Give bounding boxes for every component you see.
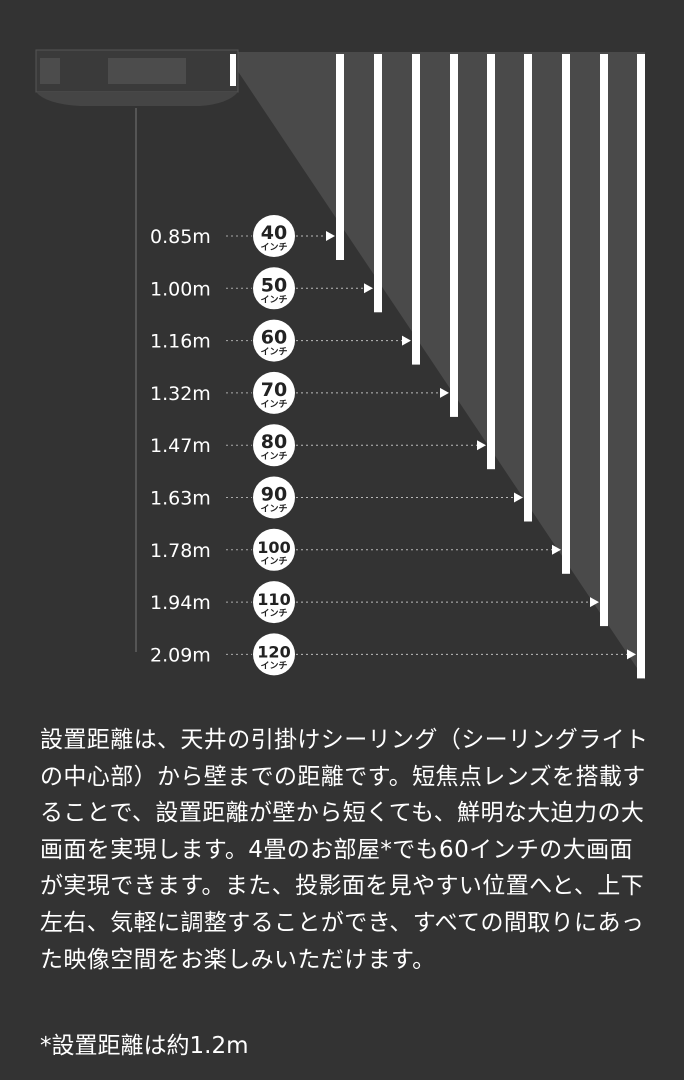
size-badge: [253, 581, 295, 624]
distance-label: 0.85m: [150, 226, 211, 248]
arrow-head: [440, 387, 449, 398]
screen-bar: [524, 54, 532, 522]
size-badge: [253, 267, 295, 310]
size-badge: [253, 528, 295, 571]
screen-bar: [450, 54, 458, 417]
arrow-head: [326, 231, 335, 241]
projection-beam: [225, 52, 645, 680]
size-badge: [253, 319, 295, 362]
size-badge: [253, 633, 295, 676]
footnote-text: *設置距離は約1.2m: [40, 1033, 249, 1059]
size-number: 100: [257, 538, 290, 557]
distance-label: 1.63m: [150, 488, 211, 510]
arrow-head: [364, 283, 373, 294]
size-badge: [253, 371, 295, 414]
description-text: 設置距離は、天井の引掛けシーリング（シーリングライトの中心部）から壁までの距離で…: [40, 727, 649, 973]
distance-label: 1.00m: [150, 278, 211, 300]
size-number: 70: [261, 379, 287, 401]
size-number: 90: [261, 484, 287, 506]
distance-label: 1.32m: [150, 383, 211, 405]
arrow-head: [477, 440, 486, 451]
screen-bars: [336, 54, 645, 679]
distance-label: 2.09m: [150, 644, 211, 666]
distance-label: 1.47m: [150, 435, 211, 457]
size-badge: [253, 215, 295, 257]
arrow-head: [552, 544, 561, 555]
size-unit: インチ: [260, 451, 287, 462]
screen-bar: [374, 54, 382, 313]
size-unit: インチ: [260, 242, 287, 253]
screen-bar: [600, 54, 608, 627]
size-badge: [253, 476, 295, 519]
arrow-head: [514, 492, 523, 503]
size-number: 50: [261, 274, 287, 296]
distance-label: 1.94m: [150, 592, 211, 614]
size-number: 80: [261, 431, 287, 453]
size-badge: [253, 424, 295, 467]
screen-bar: [562, 54, 570, 574]
size-unit: インチ: [260, 294, 287, 305]
size-number: 40: [261, 222, 287, 244]
size-unit: インチ: [260, 399, 287, 410]
screen-bar: [487, 54, 495, 470]
distance-label: 1.16m: [150, 331, 211, 353]
screen-bar: [412, 54, 420, 365]
arrow-head: [590, 597, 599, 608]
arrow-head: [402, 335, 411, 346]
size-unit: インチ: [260, 347, 287, 358]
size-number: 60: [261, 327, 287, 349]
size-number: 120: [257, 642, 290, 661]
arrow-head: [627, 649, 636, 660]
screen-bar: [637, 54, 645, 679]
distance-label: 1.78m: [150, 540, 211, 562]
ceiling-projector-icon: [35, 49, 239, 106]
size-unit: インチ: [260, 608, 287, 619]
screen-bar: [336, 54, 344, 260]
size-number: 110: [257, 590, 290, 609]
size-unit: インチ: [260, 556, 287, 567]
size-unit: インチ: [260, 660, 287, 671]
size-unit: インチ: [260, 504, 287, 515]
